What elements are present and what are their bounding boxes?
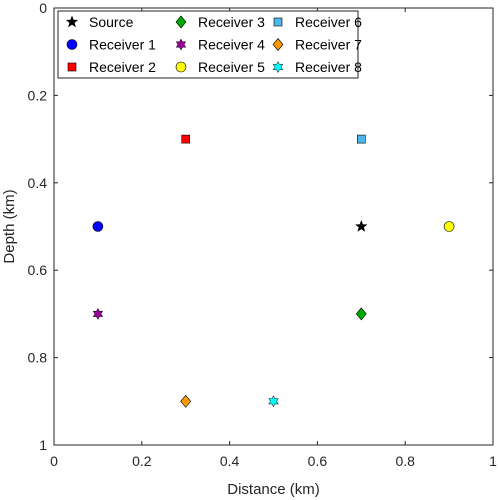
x-tick-label: 0.4 (220, 453, 240, 469)
legend-label: Receiver 3 (198, 14, 265, 30)
legend-marker (67, 62, 77, 72)
legend-label: Receiver 8 (295, 59, 362, 75)
x-axis-label: Distance (km) (227, 481, 320, 498)
data-point (355, 219, 368, 232)
legend-marker (175, 61, 187, 73)
legend-marker (272, 38, 284, 51)
legend-box (57, 10, 359, 79)
legend-label: Receiver 6 (295, 14, 362, 30)
y-tick-label: 0.2 (28, 87, 48, 103)
data-point (268, 395, 279, 408)
legend-marker (272, 60, 284, 74)
y-tick-label: 0 (39, 0, 47, 16)
legend-label: Receiver 4 (198, 37, 265, 53)
x-tick-label: 0.2 (132, 453, 152, 469)
legend: Source Receiver 1 Receiver 2 Receiver 3 Rece… (57, 10, 362, 79)
x-tick-label: 0.8 (395, 453, 415, 469)
legend-marker (175, 15, 187, 29)
data-point (92, 221, 104, 232)
data-point (355, 307, 367, 321)
plot-frame (53, 7, 494, 446)
legend-marker (175, 38, 187, 51)
legend-marker (65, 15, 79, 28)
data-point (443, 221, 455, 232)
x-tick-label: 0 (50, 453, 58, 469)
legend-marker (273, 17, 283, 27)
y-axis-label: Depth (km) (1, 189, 18, 263)
x-tick-label: 1 (489, 453, 497, 469)
y-tick-label: 0.6 (28, 262, 48, 278)
y-tick-label: 0.4 (28, 175, 48, 191)
legend-label: Receiver 2 (89, 59, 156, 75)
legend-label: Source (89, 14, 134, 30)
y-tick-label: 1 (39, 437, 47, 453)
plot-area (54, 8, 493, 445)
data-point (181, 134, 190, 144)
data-point (356, 134, 366, 144)
points-layer (92, 134, 455, 408)
data-point (180, 394, 192, 408)
x-tick-label: 0.6 (308, 453, 328, 469)
legend-label: Receiver 1 (89, 37, 156, 53)
legend-label: Receiver 5 (198, 59, 265, 75)
y-tick-label: 0.8 (28, 350, 48, 366)
legend-marker (66, 39, 78, 50)
data-point (92, 307, 104, 320)
legend-label: Receiver 7 (295, 37, 362, 53)
